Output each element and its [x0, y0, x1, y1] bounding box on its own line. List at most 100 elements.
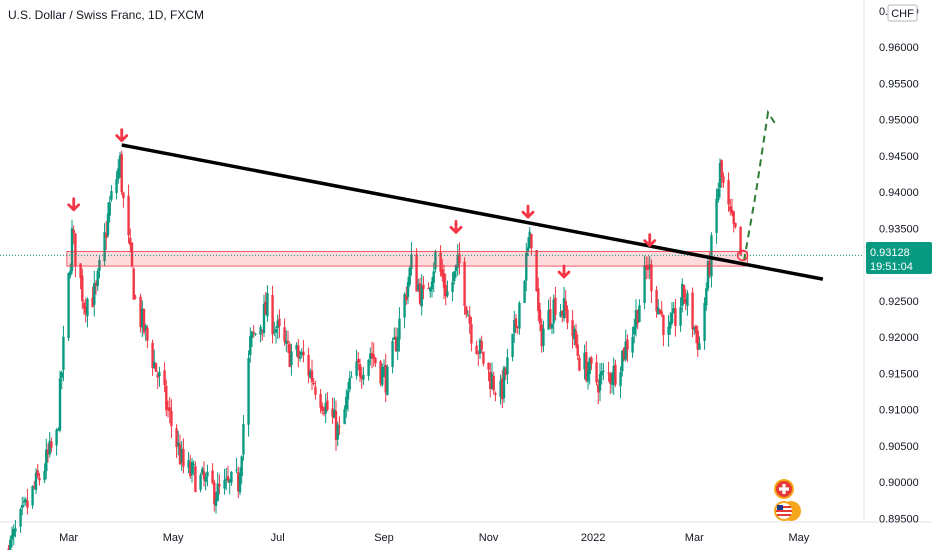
x-tick-label: 2022 — [581, 532, 605, 544]
candle-body — [489, 371, 492, 390]
candle-body — [259, 327, 262, 335]
candle-body — [549, 309, 552, 327]
candle-body — [225, 478, 228, 481]
candle-body — [151, 342, 154, 368]
x-tick-label: Mar — [59, 532, 78, 544]
resistance-arrow — [557, 264, 571, 279]
candle-body — [141, 308, 144, 328]
candle-body — [475, 345, 478, 355]
candle-body — [285, 340, 288, 344]
last-price-badge[interactable]: 0.93128 19:51:04 — [866, 242, 932, 274]
candle-body — [201, 468, 204, 474]
candle-body — [530, 234, 533, 249]
us-flag-icon[interactable] — [774, 501, 801, 521]
candle-body — [96, 271, 99, 287]
y-tick-label: 0.94500 — [879, 151, 919, 163]
candle-body — [228, 479, 231, 483]
candle-body — [634, 310, 638, 328]
candle-body — [72, 229, 75, 234]
candle-body — [146, 327, 149, 341]
candle-body — [441, 269, 444, 277]
candle-body — [499, 380, 502, 397]
candle-body — [588, 358, 591, 374]
candle-body — [324, 402, 327, 414]
candle-body — [177, 442, 180, 446]
candle-body — [578, 357, 581, 371]
candle-body — [470, 324, 473, 344]
candle-body — [722, 176, 725, 183]
candle-body — [319, 393, 322, 408]
swiss-cross-h — [779, 487, 789, 491]
candle-body — [358, 364, 362, 377]
y-tick-label: 0.95000 — [879, 115, 919, 127]
candle-body — [393, 337, 396, 340]
projection-path[interactable] — [743, 109, 776, 262]
candle-body — [93, 282, 96, 305]
candle-body — [624, 341, 627, 360]
candle-body — [213, 482, 216, 505]
candle-body — [528, 231, 531, 249]
candle-body — [734, 222, 737, 228]
candle-body — [192, 464, 195, 466]
candle-body — [535, 250, 538, 292]
candle-body — [242, 424, 245, 455]
candle-body — [444, 284, 447, 297]
candle-body — [333, 409, 336, 418]
candle-body — [9, 539, 12, 550]
candle-body — [396, 337, 399, 352]
candle-body — [650, 264, 653, 292]
candle-body — [547, 310, 550, 330]
candle-body — [660, 311, 663, 315]
time-axis[interactable]: Mar May Jul Sep Nov 2022 Mar May — [59, 532, 810, 544]
candle-body — [432, 271, 435, 283]
candle-body — [134, 297, 137, 299]
candle-body — [684, 298, 687, 304]
candle-body — [696, 330, 699, 350]
candle-body — [501, 378, 504, 400]
candle-body — [266, 293, 269, 317]
currency-badge[interactable]: CHF — [887, 4, 918, 22]
candle-body — [655, 289, 658, 312]
candle-body — [583, 352, 586, 370]
candle-body — [178, 444, 182, 465]
us-flag-stripe — [777, 506, 791, 508]
candle-body — [182, 449, 185, 467]
candle-body — [360, 376, 363, 379]
candle-body — [506, 357, 509, 375]
x-tick-label: Mar — [685, 532, 704, 544]
candle-body — [374, 357, 377, 364]
candle-body — [564, 300, 567, 311]
chart-title: U.S. Dollar / Swiss Franc, 1D, FXCM — [8, 8, 204, 22]
y-tick-label: 0.91500 — [879, 368, 919, 380]
candle-body — [478, 339, 482, 354]
candle-body — [586, 371, 590, 382]
candle-body — [55, 429, 58, 446]
candle-body — [562, 298, 566, 319]
swiss-flag-icon[interactable] — [774, 479, 794, 499]
candle-body — [717, 188, 720, 201]
y-tick-label: 0.92500 — [879, 296, 919, 308]
candle-body — [394, 336, 398, 351]
y-tick-label: 0.94000 — [879, 187, 919, 199]
resistance-trendline[interactable] — [121, 143, 824, 281]
candle-body — [525, 252, 528, 281]
support-zone[interactable] — [66, 251, 748, 267]
candle-body — [106, 213, 110, 236]
candle-body — [427, 287, 430, 290]
candle-body — [523, 281, 526, 303]
candle-body — [38, 477, 41, 481]
candle-body — [646, 268, 650, 271]
candle-body — [170, 411, 173, 427]
candle-body — [720, 160, 723, 177]
candle-body — [494, 393, 497, 395]
candle-body — [669, 321, 672, 329]
candle-body — [674, 308, 677, 326]
candle-body — [252, 331, 255, 333]
candle-body — [67, 272, 70, 338]
candle-body — [142, 309, 146, 333]
candle-body — [542, 328, 545, 346]
candle-body — [408, 268, 411, 285]
